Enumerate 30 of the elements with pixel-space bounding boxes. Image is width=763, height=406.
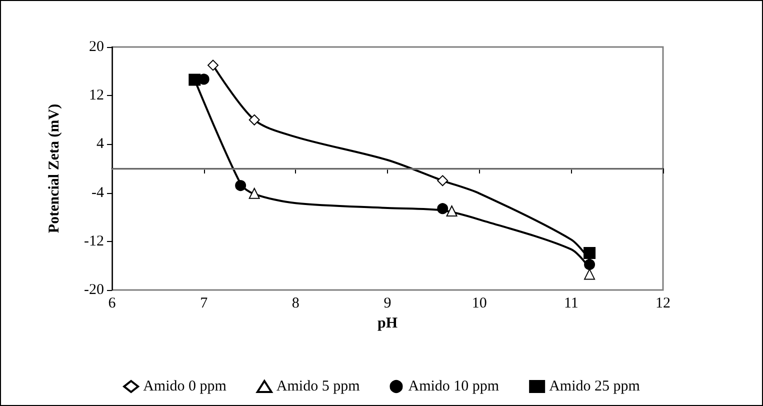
y-tick-label: -4 <box>92 184 104 201</box>
point <box>208 60 219 71</box>
x-tick-label: 12 <box>656 296 670 312</box>
point <box>235 180 246 192</box>
point <box>584 268 596 280</box>
point <box>248 114 260 126</box>
point <box>446 206 458 217</box>
y-axis-title: Potencial Zeta (mV) <box>46 104 62 234</box>
x-tick-label: 7 <box>200 296 208 312</box>
x-axis-title: pH <box>377 315 398 332</box>
x-tick-label: 6 <box>108 296 116 312</box>
y-tick-label: 20 <box>89 39 104 55</box>
point <box>188 74 201 86</box>
legend-label: Amido 10 ppm <box>408 378 500 394</box>
y-tick-label: -12 <box>84 233 104 250</box>
x-tick-label: 8 <box>292 296 300 312</box>
x-tick-label: 11 <box>564 296 578 312</box>
x-tick-label: 9 <box>384 296 392 312</box>
point <box>437 203 448 214</box>
point <box>248 188 260 199</box>
legend-label: Amido 25 ppm <box>549 378 640 394</box>
legend-label: Amido 0 ppm <box>143 378 227 394</box>
point <box>437 175 448 186</box>
x-tick-label: 10 <box>472 296 487 312</box>
point <box>584 246 596 259</box>
point <box>584 258 596 270</box>
y-tick-label: -20 <box>84 282 104 298</box>
y-tick-label: 4 <box>96 136 104 152</box>
y-tick-label: 12 <box>89 88 104 104</box>
legend-label: Amido 5 ppm <box>276 378 360 394</box>
